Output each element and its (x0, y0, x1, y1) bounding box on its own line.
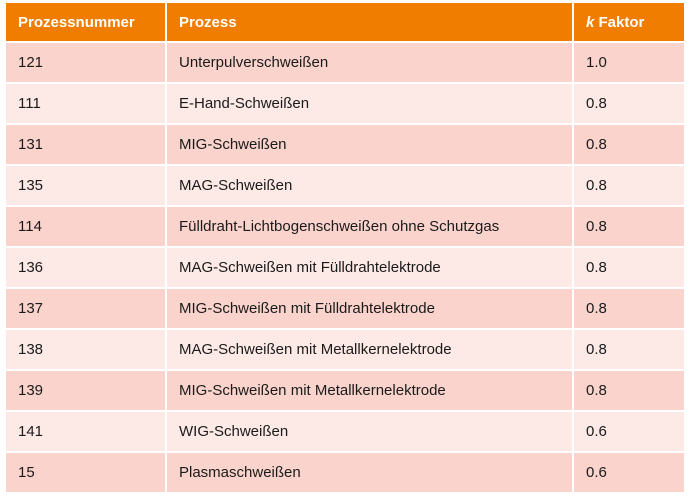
cell-process-number: 136 (6, 247, 167, 289)
header-process-number: Prozessnummer (6, 3, 167, 43)
cell-k-factor: 0.8 (573, 370, 684, 412)
header-row: Prozessnummer Prozess k Faktor (6, 3, 684, 43)
table-row: 135 MAG-Schweißen 0.8 (6, 165, 684, 207)
cell-process-number: 137 (6, 288, 167, 330)
cell-k-factor: 0.8 (573, 124, 684, 166)
cell-k-factor: 0.6 (573, 411, 684, 453)
cell-process-number: 15 (6, 452, 167, 494)
cell-process: MIG-Schweißen (166, 124, 574, 166)
table-row: 114 Fülldraht-Lichtbogenschweißen ohne Sc… (6, 206, 684, 248)
cell-process-number: 131 (6, 124, 167, 166)
cell-process: MAG-Schweißen (166, 165, 574, 207)
cell-k-factor: 0.8 (573, 288, 684, 330)
cell-process: MAG-Schweißen mit Metallkernelektrode (166, 329, 574, 371)
cell-process-number: 139 (6, 370, 167, 412)
table-row: 15 Plasmaschweißen 0.6 (6, 452, 684, 494)
table-row: 131 MIG-Schweißen 0.8 (6, 124, 684, 166)
table-row: 141 WIG-Schweißen 0.6 (6, 411, 684, 453)
cell-process: MIG-Schweißen mit Metallkernelektrode (166, 370, 574, 412)
cell-process: MAG-Schweißen mit Fülldrahtelektrode (166, 247, 574, 289)
cell-process: Fülldraht-Lichtbogenschweißen ohne Schut… (166, 206, 574, 248)
cell-k-factor: 0.6 (573, 452, 684, 494)
cell-process-number: 138 (6, 329, 167, 371)
welding-process-table: Prozessnummer Prozess k Faktor 121 Unterp… (6, 3, 684, 494)
table-header: Prozessnummer Prozess k Faktor (6, 3, 684, 43)
cell-k-factor: 0.8 (573, 329, 684, 371)
cell-k-factor: 0.8 (573, 206, 684, 248)
cell-process-number: 121 (6, 42, 167, 84)
header-k-factor: k Faktor (573, 3, 684, 43)
cell-k-factor: 0.8 (573, 83, 684, 125)
cell-process: E-Hand-Schweißen (166, 83, 574, 125)
cell-process-number: 114 (6, 206, 167, 248)
cell-k-factor: 0.8 (573, 247, 684, 289)
cell-k-factor: 1.0 (573, 42, 684, 84)
cell-process: WIG-Schweißen (166, 411, 574, 453)
cell-process-number: 111 (6, 83, 167, 125)
table-row: 138 MAG-Schweißen mit Metallkernelektrode… (6, 329, 684, 371)
cell-process: MIG-Schweißen mit Fülldrahtelektrode (166, 288, 574, 330)
table-body: 121 Unterpulverschweißen 1.0 111 E-Hand-Schw… (6, 42, 684, 494)
cell-process-number: 135 (6, 165, 167, 207)
k-symbol: k (586, 13, 595, 31)
table-row: 137 MIG-Schweißen mit Fülldrahtelektrode 0… (6, 288, 684, 330)
table-row: 121 Unterpulverschweißen 1.0 (6, 42, 684, 84)
table-row: 139 MIG-Schweißen mit Metallkernelektrode… (6, 370, 684, 412)
table-row: 136 MAG-Schweißen mit Fülldrahtelektrode 0… (6, 247, 684, 289)
cell-k-factor: 0.8 (573, 165, 684, 207)
cell-process: Plasmaschweißen (166, 452, 574, 494)
header-process: Prozess (166, 3, 574, 43)
table-row: 111 E-Hand-Schweißen 0.8 (6, 83, 684, 125)
factor-label: Faktor (598, 13, 645, 31)
cell-process-number: 141 (6, 411, 167, 453)
cell-process: Unterpulverschweißen (166, 42, 574, 84)
